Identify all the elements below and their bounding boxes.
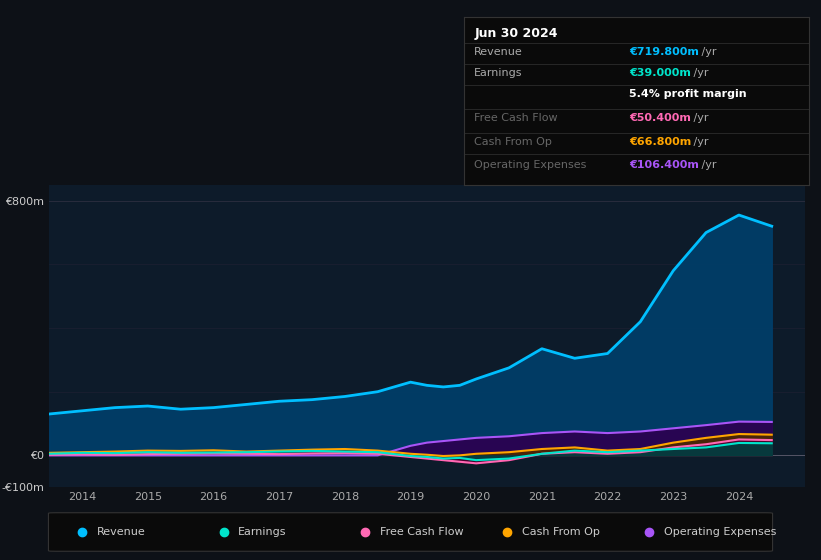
Text: /yr: /yr [698, 160, 716, 170]
Text: Revenue: Revenue [97, 527, 145, 537]
Text: Revenue: Revenue [475, 47, 523, 57]
Text: Cash From Op: Cash From Op [522, 527, 600, 537]
Text: €39.000m: €39.000m [630, 68, 691, 78]
Text: Jun 30 2024: Jun 30 2024 [475, 27, 557, 40]
Text: Free Cash Flow: Free Cash Flow [380, 527, 464, 537]
Text: /yr: /yr [690, 137, 709, 147]
Text: €66.800m: €66.800m [630, 137, 691, 147]
Text: Operating Expenses: Operating Expenses [664, 527, 777, 537]
Text: €719.800m: €719.800m [630, 47, 699, 57]
Text: Free Cash Flow: Free Cash Flow [475, 113, 557, 123]
Text: €106.400m: €106.400m [630, 160, 699, 170]
Text: 5.4% profit margin: 5.4% profit margin [630, 89, 747, 99]
Text: €50.400m: €50.400m [630, 113, 691, 123]
Text: /yr: /yr [690, 68, 709, 78]
Text: Cash From Op: Cash From Op [475, 137, 552, 147]
Text: /yr: /yr [690, 113, 709, 123]
FancyBboxPatch shape [48, 513, 773, 551]
Text: /yr: /yr [698, 47, 716, 57]
Text: Earnings: Earnings [238, 527, 287, 537]
Text: Operating Expenses: Operating Expenses [475, 160, 586, 170]
Text: Earnings: Earnings [475, 68, 523, 78]
